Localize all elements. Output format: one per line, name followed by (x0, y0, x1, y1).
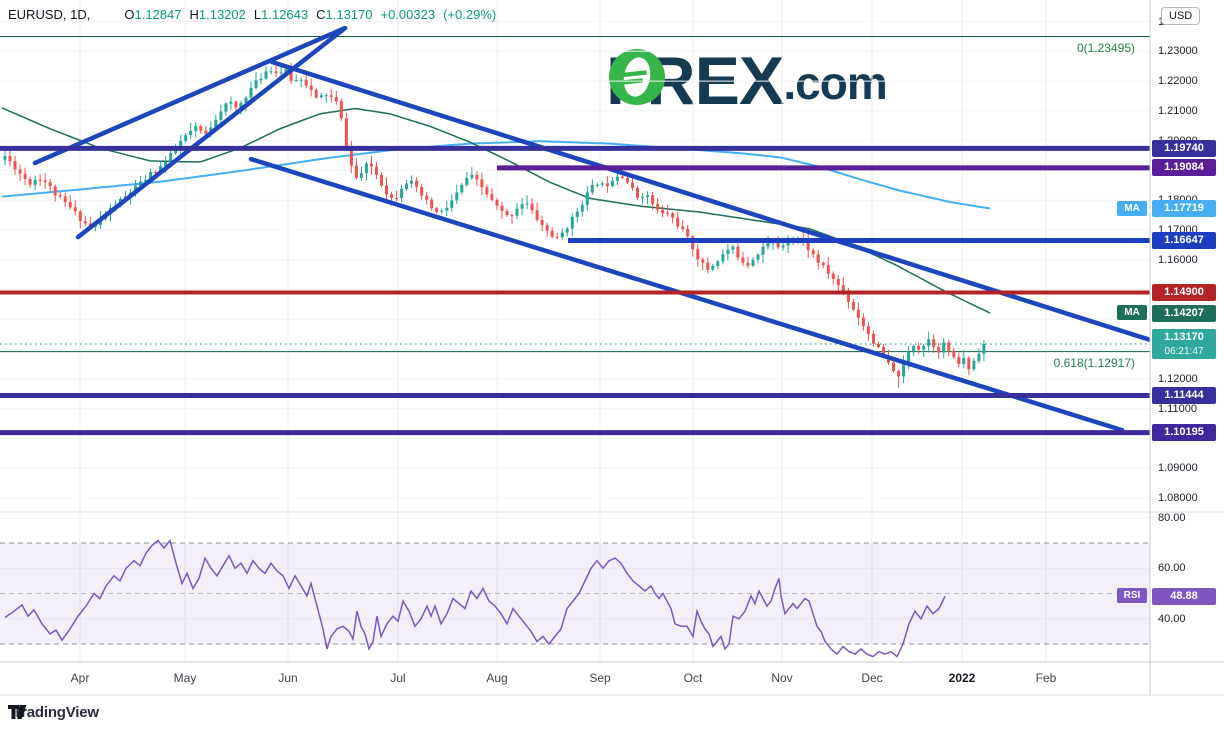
rsi-value-badge: 48.88 (1152, 587, 1216, 605)
price-tick-label: 1.09000 (1158, 462, 1198, 475)
tradingview-label: TradingView (13, 704, 99, 721)
rsi-tick-label: 80.00 (1158, 511, 1186, 524)
ohlc-close-value: 1.13170 (325, 7, 373, 22)
symbol-interval[interactable]: EURUSD, 1D, (8, 7, 91, 22)
time-tick-label: Sep (589, 671, 611, 685)
change-value: +0.00323 (380, 7, 436, 22)
price-axis[interactable]: 1.240001.230001.220001.210001.200001.180… (1150, 0, 1224, 695)
tradingview-logo[interactable]: TradingView (8, 704, 99, 721)
change-percent: (+0.29%) (443, 7, 497, 22)
price-level-badge: 1.19740 (1152, 139, 1216, 157)
time-tick-label: May (173, 671, 197, 685)
watermark-dot-com: .com (783, 57, 887, 109)
price-pane[interactable] (0, 25, 1150, 436)
ohlc-open-value: 1.12847 (134, 7, 182, 22)
rsi-tick-label: 60.00 (1158, 562, 1186, 575)
price-tick-label: 1.12000 (1158, 372, 1198, 385)
ohlc-open-label: O (124, 7, 135, 22)
time-tick-label: Apr (70, 671, 90, 685)
time-tick-label: Jul (390, 671, 406, 685)
time-tick-label: 2022 (948, 671, 976, 685)
price-level-badge: 1.19084 (1152, 159, 1216, 177)
price-tick-label: 1.08000 (1158, 492, 1198, 504)
fib-level-0-label: 0(1.23495) (1076, 40, 1135, 55)
time-axis[interactable]: Apr May Jun Jul Aug Sep Oct Nov Dec 2022 Feb (0, 662, 1224, 695)
time-tick-label: Jun (278, 671, 298, 685)
ma-indicator-chip-green[interactable]: MA (1117, 305, 1147, 321)
bar-countdown: 06:21:47 (1164, 346, 1204, 358)
time-tick-label: Feb (1035, 671, 1057, 685)
gridlines (0, 0, 1150, 662)
price-tick-label: 1.16000 (1158, 253, 1198, 266)
price-level-badge: 1.11444 (1152, 386, 1216, 404)
trend-line[interactable] (32, 25, 348, 166)
time-tick-label: Aug (486, 671, 508, 685)
last-price-value: 1.13170 (1164, 331, 1204, 344)
rsi-indicator-chip[interactable]: RSI (1117, 588, 1147, 604)
time-tick-label: Dec (861, 671, 883, 685)
trend-line[interactable] (248, 156, 1125, 433)
price-level-badge: 1.14900 (1152, 284, 1216, 302)
currency-unit-button[interactable]: USD (1161, 7, 1201, 25)
symbol-legend[interactable]: EURUSD, 1D, O1.12847 H1.13202 L1.12643 C1.13… (8, 7, 496, 22)
ohlc-low-label: L (253, 7, 262, 22)
price-tick-label: 1.22000 (1158, 75, 1198, 88)
trend-line[interactable] (75, 25, 348, 240)
rsi-pane[interactable] (0, 538, 1150, 658)
candlestick-series (3, 62, 986, 388)
ohlc-high-label: H (189, 7, 199, 22)
price-level-badge: 1.10195 (1152, 424, 1216, 442)
price-tick-label: 1.11000 (1158, 402, 1197, 415)
time-tick-label: Oct (683, 671, 703, 685)
trend-line[interactable] (269, 59, 1150, 343)
fib-level-618-label: 0.618(1.12917) (1053, 355, 1135, 370)
last-price-badge: 1.13170 06:21:47 (1152, 329, 1216, 360)
ma-value-badge: 1.17719 (1152, 200, 1216, 218)
ma-indicator-chip-blue[interactable]: MA (1117, 200, 1147, 216)
rsi-tick-label: 40.00 (1158, 612, 1186, 625)
ohlc-low-value: 1.12643 (261, 7, 309, 22)
ohlc-close-label: C (316, 7, 326, 22)
forex-o-logo-icon (608, 48, 666, 106)
tradingview-icon (8, 705, 27, 719)
ma-value-badge: 1.14207 (1152, 304, 1216, 322)
moving-average-line (1, 107, 991, 314)
time-tick-label: Nov (771, 671, 793, 685)
price-tick-label: 1.21000 (1158, 104, 1198, 117)
ohlc-high-value: 1.13202 (198, 7, 246, 22)
price-tick-label: 1.23000 (1158, 45, 1198, 58)
price-level-badge: 1.16647 (1152, 231, 1216, 249)
rsi-line (4, 538, 946, 658)
